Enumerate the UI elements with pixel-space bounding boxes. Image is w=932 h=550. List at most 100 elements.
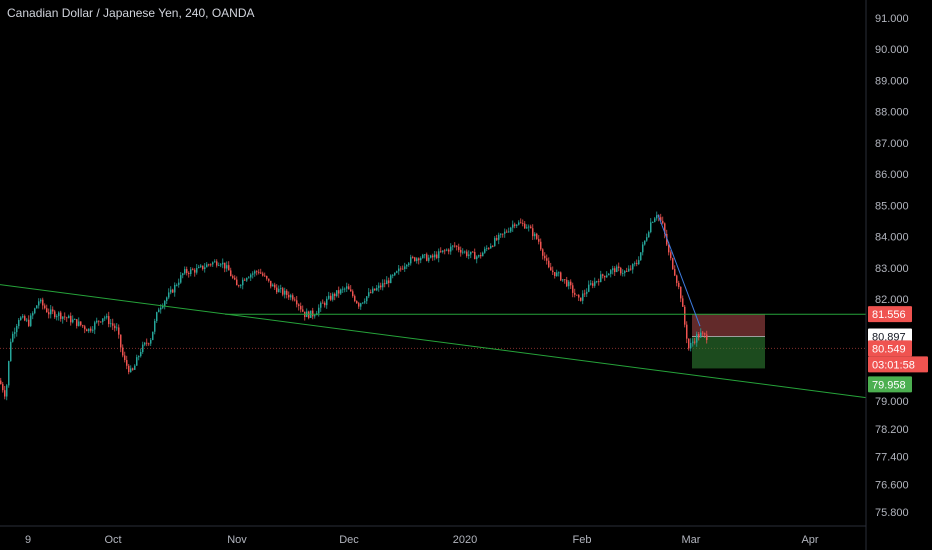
candle bbox=[346, 282, 348, 292]
candle bbox=[230, 267, 232, 277]
candle bbox=[306, 308, 308, 318]
candle bbox=[168, 288, 170, 300]
candle bbox=[244, 278, 246, 281]
candle bbox=[158, 307, 160, 313]
candle bbox=[348, 283, 350, 290]
candle bbox=[434, 251, 436, 261]
candle bbox=[586, 288, 588, 298]
candle bbox=[368, 288, 370, 299]
price-tick-label: 85.000 bbox=[875, 200, 909, 212]
candle bbox=[646, 233, 648, 242]
candle bbox=[164, 299, 166, 310]
candle bbox=[600, 270, 602, 283]
candle bbox=[84, 324, 86, 334]
candle bbox=[156, 311, 158, 323]
price-tick-label: 89.000 bbox=[875, 75, 909, 87]
candle bbox=[418, 257, 420, 265]
candle bbox=[358, 301, 360, 309]
price-tick-label: 83.000 bbox=[875, 263, 909, 275]
candle bbox=[182, 272, 184, 279]
candle bbox=[148, 342, 150, 346]
candle bbox=[6, 383, 8, 401]
plot-area[interactable] bbox=[0, 211, 867, 401]
candle bbox=[468, 250, 470, 260]
time-axis[interactable]: 9 Oct Nov Dec 2020 Feb Mar Apr bbox=[25, 534, 819, 546]
last-price-label: 80.549 bbox=[868, 340, 912, 357]
candle bbox=[408, 262, 410, 267]
candle bbox=[656, 211, 658, 221]
candle bbox=[138, 355, 140, 361]
candle bbox=[388, 277, 390, 288]
candle bbox=[76, 319, 78, 329]
candle bbox=[380, 282, 382, 290]
candle bbox=[462, 248, 464, 255]
trendline[interactable] bbox=[0, 284, 867, 399]
candle bbox=[242, 277, 244, 290]
candle bbox=[308, 310, 310, 320]
candle bbox=[190, 267, 192, 277]
candle bbox=[204, 262, 206, 273]
candle bbox=[246, 277, 248, 283]
candle bbox=[546, 254, 548, 265]
candle bbox=[174, 282, 176, 297]
candle bbox=[694, 337, 696, 345]
candle bbox=[426, 252, 428, 262]
candle bbox=[180, 272, 182, 284]
candle bbox=[632, 263, 634, 274]
candle bbox=[678, 280, 680, 290]
candle bbox=[10, 338, 12, 362]
candle bbox=[366, 295, 368, 305]
price-axis[interactable]: 91.000 90.000 89.000 88.000 87.000 86.000 85.0… bbox=[875, 13, 909, 519]
candle bbox=[524, 221, 526, 229]
candle bbox=[436, 251, 438, 260]
candle bbox=[92, 326, 94, 333]
candle bbox=[130, 365, 132, 373]
candle bbox=[446, 248, 448, 252]
candle bbox=[394, 272, 396, 277]
candle bbox=[608, 272, 610, 276]
trendline[interactable] bbox=[657, 214, 701, 327]
candle bbox=[154, 318, 156, 335]
candle bbox=[454, 242, 456, 248]
candle bbox=[510, 226, 512, 233]
candle bbox=[236, 276, 238, 286]
candle bbox=[266, 275, 268, 281]
candle bbox=[238, 284, 240, 288]
candle bbox=[516, 224, 518, 228]
candle bbox=[278, 285, 280, 293]
candle bbox=[496, 234, 498, 242]
candle bbox=[456, 245, 458, 251]
candle bbox=[602, 273, 604, 279]
candle bbox=[438, 248, 440, 263]
candle bbox=[344, 287, 346, 293]
candle bbox=[650, 218, 652, 234]
candle bbox=[360, 302, 362, 310]
candle bbox=[340, 288, 342, 296]
candle bbox=[74, 318, 76, 320]
candle bbox=[260, 268, 262, 274]
candle bbox=[624, 270, 626, 277]
candle bbox=[460, 246, 462, 257]
candle bbox=[682, 295, 684, 307]
take-profit-zone[interactable] bbox=[692, 336, 765, 369]
candle bbox=[132, 367, 134, 371]
time-tick-label: Feb bbox=[573, 534, 592, 546]
candle bbox=[680, 286, 682, 303]
candle bbox=[466, 249, 468, 258]
candle bbox=[376, 285, 378, 292]
candle bbox=[332, 292, 334, 302]
candle bbox=[144, 341, 146, 347]
candle bbox=[198, 264, 200, 269]
candle bbox=[644, 240, 646, 246]
candle bbox=[166, 296, 168, 304]
candle bbox=[172, 288, 174, 294]
candle bbox=[206, 262, 208, 268]
candle bbox=[178, 278, 180, 288]
stop-loss-zone[interactable] bbox=[692, 314, 765, 337]
candle bbox=[250, 273, 252, 282]
time-tick-label: 9 bbox=[25, 534, 31, 546]
candle bbox=[48, 308, 50, 319]
stop-level-label: 81.556 bbox=[868, 306, 912, 323]
candle bbox=[704, 332, 706, 338]
